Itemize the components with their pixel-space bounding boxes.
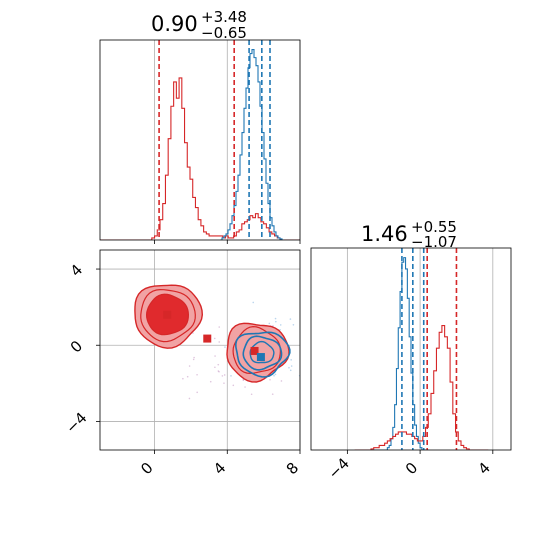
red-marker (250, 346, 259, 355)
histogram-series-red (100, 77, 300, 240)
x-tick-label: −4 (325, 454, 353, 482)
sample-point (214, 366, 216, 369)
hist-y-series (354, 257, 489, 450)
sample-point (188, 365, 191, 367)
sample-point-blue (292, 323, 295, 326)
sample-point (182, 377, 184, 380)
sample-point (217, 370, 220, 372)
sample-point (223, 374, 226, 376)
sample-point-blue (274, 317, 277, 320)
hist-x-title-value: 0.90 (151, 12, 198, 36)
x-tick-label: 4 (475, 459, 494, 478)
scatter-frame (99, 249, 301, 451)
hist-x-title: 0.90 +3.48 −0.65 (151, 8, 247, 42)
sample-point (250, 393, 253, 396)
sample-point (280, 380, 283, 382)
hist-y-panel: −4 0 4 1.46 +0.55 −1.07 (310, 218, 512, 483)
sample-point (221, 375, 224, 377)
blue-contour-inner (249, 340, 275, 364)
sample-point-blue (274, 373, 277, 376)
hist-y-quantile-lines (401, 248, 458, 450)
scatter-markers (163, 310, 265, 362)
sample-point (214, 355, 216, 357)
hist-x-series (100, 48, 300, 240)
hist-y-frame (310, 247, 512, 451)
sample-point (209, 380, 212, 383)
sample-point (196, 373, 198, 376)
hist-x-ticks (154, 240, 301, 244)
sample-point-blue (288, 366, 290, 369)
hist-x-quantile-lines (158, 40, 271, 240)
x-tick-label: 8 (283, 459, 302, 478)
blue-marker (256, 353, 265, 362)
hist-x-frame (99, 39, 301, 241)
red-contour-mid (140, 288, 196, 343)
blue-contour-outer (234, 331, 291, 378)
histogram-series-red (354, 324, 489, 450)
sample-point-blue (301, 332, 303, 334)
sample-point (244, 386, 246, 388)
hist-x-panel: 0.90 +3.48 −0.65 (99, 8, 301, 244)
hist-y-grid (346, 248, 494, 450)
sample-point (193, 356, 195, 359)
sample-point-blue (289, 369, 292, 372)
sample-point (269, 378, 271, 381)
sample-point-blue (289, 318, 292, 320)
hist-y-title-lower: −1.07 (411, 233, 457, 251)
sample-point-blue (275, 320, 277, 323)
scatter-contours (134, 284, 291, 383)
sample-point (218, 326, 221, 328)
y-tick-label: 4 (67, 261, 86, 280)
sample-point (192, 358, 195, 361)
sample-point (232, 384, 235, 387)
sample-point-blue (279, 324, 282, 326)
hist-y-title: 1.46 +0.55 −1.07 (361, 218, 457, 251)
y-tick-label: 0 (67, 337, 86, 356)
scatter-panel: 0 4 8 −4 0 4 (62, 249, 303, 478)
sample-point (271, 393, 274, 395)
hist-y-title-upper: +0.55 (411, 218, 457, 236)
sample-point (186, 375, 189, 378)
hist-x-title-upper: +3.48 (201, 8, 247, 26)
sample-point (223, 382, 225, 384)
sample-point-blue (252, 301, 255, 304)
sample-point-blue (279, 328, 281, 331)
red-marker (163, 310, 172, 319)
x-tick-label: 0 (402, 459, 421, 478)
hist-y-ticks: −4 0 4 (325, 450, 494, 483)
sample-point (217, 363, 220, 366)
hist-x-title-lower: −0.65 (201, 24, 247, 42)
sample-point-blue (268, 322, 271, 325)
histogram-series-blue (220, 48, 284, 240)
sample-point-blue (290, 359, 292, 361)
hist-y-title-value: 1.46 (361, 222, 408, 246)
y-tick-label: −4 (62, 409, 90, 437)
sample-point-blue (224, 346, 226, 348)
sample-point-blue (273, 374, 275, 377)
blue-contour-mid (242, 335, 283, 371)
sample-point-blue (290, 365, 293, 367)
hist-x-grid (154, 40, 301, 240)
x-tick-label: 0 (137, 459, 156, 478)
sample-point (213, 337, 216, 340)
x-tick-label: 4 (210, 459, 229, 478)
histogram-series-blue (365, 257, 430, 450)
sample-point (196, 391, 198, 394)
red-marker (203, 334, 212, 343)
sample-point (242, 379, 245, 381)
sample-point-blue (230, 375, 232, 377)
sample-point (218, 341, 221, 343)
sample-point (188, 397, 191, 400)
